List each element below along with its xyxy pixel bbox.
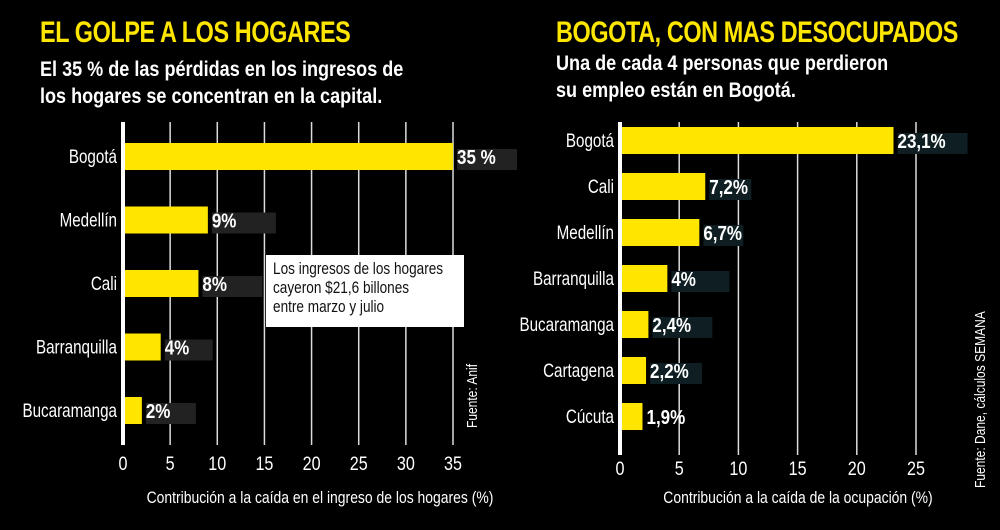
data-label: 6,7% — [703, 222, 742, 245]
data-label-background — [652, 317, 713, 338]
data-label-background — [709, 179, 752, 200]
category-label: Cali — [588, 175, 614, 197]
x-tick-label: 35 — [444, 453, 462, 475]
data-label: 4% — [165, 336, 190, 359]
category-label: Barranquilla — [533, 267, 614, 289]
left-subtitle-line: El 35 % de las pérdidas en los ingresos … — [40, 58, 404, 81]
data-label: 8% — [202, 273, 227, 296]
income-note-box: Los ingresos de los hogares cayeron $21,… — [266, 255, 464, 327]
right-subtitle-line: Una de cada 4 personas que perdieron — [556, 52, 889, 75]
category-label: Barranquilla — [36, 336, 117, 358]
data-label: 2,2% — [650, 360, 689, 383]
category-label: Cartagena — [543, 359, 614, 381]
category-label: Cúcuta — [566, 405, 615, 427]
right-source: Fuente: Dane, cálculos SEMANA — [972, 311, 989, 488]
left-title: EL GOLPE A LOS HOGARES — [40, 16, 351, 49]
category-label: Bucaramanga — [519, 313, 614, 335]
bar-bogotá — [620, 127, 894, 154]
x-tick-label: 25 — [350, 453, 368, 475]
x-axis-title: Contribución a la caída de la ocupación … — [663, 489, 932, 508]
x-tick-label: 20 — [303, 453, 321, 475]
data-label-background — [145, 403, 196, 424]
category-label: Bogotá — [566, 129, 615, 151]
x-tick-label: 15 — [255, 453, 273, 475]
data-label-background — [897, 133, 968, 154]
data-label: 1,9% — [646, 406, 685, 429]
data-label: 2,4% — [652, 314, 691, 337]
category-label: Bogotá — [69, 145, 118, 167]
bar-medellín — [620, 219, 700, 246]
left-subtitle: El 35 % de las pérdidas en los ingresos … — [40, 56, 403, 110]
bar-bucaramanga — [620, 311, 649, 338]
bar-barranquilla — [123, 333, 161, 361]
data-label: 35 % — [457, 146, 496, 169]
data-label: 9% — [212, 209, 237, 232]
data-label-background — [211, 212, 276, 234]
data-label-background — [457, 149, 517, 170]
bar-bucaramanga — [123, 397, 142, 424]
data-label: 4% — [671, 268, 696, 291]
category-label: Bucaramanga — [22, 399, 117, 421]
category-label: Medellín — [60, 209, 117, 231]
category-label: Medellín — [557, 221, 614, 243]
x-tick-label: 0 — [616, 458, 625, 480]
right-title: BOGOTA, CON MAS DESOCUPADOS — [556, 16, 959, 49]
right-subtitle: Una de cada 4 personas que perdieron su … — [556, 50, 888, 104]
data-label: 7,2% — [709, 176, 748, 199]
data-label: 2% — [146, 400, 171, 423]
data-label: 23,1% — [898, 130, 946, 153]
x-tick-label: 10 — [208, 453, 226, 475]
x-tick-label: 5 — [675, 458, 684, 480]
note-line: Los ingresos de los hogares — [273, 259, 444, 278]
left-subtitle-line: los hogares se concentran en la capital. — [40, 85, 383, 108]
note-line: cayeron $21,6 billones — [273, 278, 410, 297]
x-axis-title: Contribución a la caída en el ingreso de… — [147, 489, 494, 508]
category-label: Cali — [91, 272, 117, 294]
x-tick-label: 30 — [397, 453, 415, 475]
x-tick-label: 15 — [789, 458, 807, 480]
x-tick-label: 20 — [848, 458, 866, 480]
bar-medellín — [123, 206, 208, 234]
bar-cartagena — [620, 357, 647, 384]
data-label-background — [164, 339, 213, 361]
data-label-background — [202, 276, 263, 297]
x-tick-label: 25 — [907, 458, 925, 480]
data-label-background — [650, 363, 703, 384]
data-label-background — [671, 271, 730, 292]
bar-bogotá — [123, 143, 453, 170]
left-source: Fuente: Anif — [464, 363, 481, 428]
data-label-background — [703, 225, 744, 246]
bar-cali — [123, 270, 199, 297]
x-tick-label: 10 — [729, 458, 747, 480]
x-tick-label: 0 — [119, 453, 128, 475]
note-line: entre marzo y julio — [273, 297, 385, 316]
bar-cúcuta — [620, 403, 643, 430]
x-tick-label: 5 — [166, 453, 175, 475]
bar-barranquilla — [620, 265, 668, 292]
right-subtitle-line: su empleo están en Bogotá. — [556, 79, 796, 102]
bar-cali — [620, 173, 706, 200]
